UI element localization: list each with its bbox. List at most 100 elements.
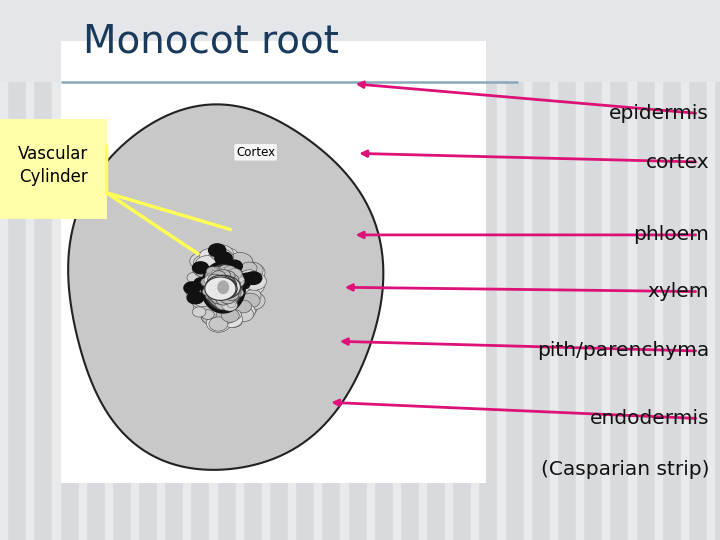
Bar [13,0,20,540]
Circle shape [207,274,222,285]
Bar [406,0,413,540]
Bar [432,0,439,540]
Circle shape [217,282,226,288]
Circle shape [201,278,212,287]
Circle shape [226,273,238,282]
Circle shape [225,273,238,284]
Bar [131,0,138,540]
Bar [341,0,348,540]
Polygon shape [68,104,383,470]
Text: phloem: phloem [634,225,709,245]
Circle shape [219,287,229,295]
Circle shape [204,253,226,269]
Circle shape [226,260,243,272]
Bar [0,0,7,540]
Circle shape [226,279,240,290]
Circle shape [227,279,238,287]
Bar [523,0,531,540]
Circle shape [224,276,240,288]
Circle shape [221,281,234,291]
Circle shape [215,248,238,265]
Circle shape [209,275,220,283]
Circle shape [212,293,226,304]
Circle shape [204,275,220,286]
Text: Monocot root: Monocot root [83,22,338,60]
Bar [288,0,295,540]
Circle shape [242,293,262,308]
Circle shape [218,286,226,292]
Circle shape [184,282,200,294]
Circle shape [217,273,225,279]
Circle shape [221,276,236,288]
Text: (Casparian strip): (Casparian strip) [541,460,709,480]
Text: Vascular
Cylinder: Vascular Cylinder [18,145,89,186]
Bar [157,0,164,540]
Circle shape [215,285,224,292]
Circle shape [187,286,212,305]
Circle shape [216,282,230,293]
Circle shape [221,289,235,299]
Circle shape [194,293,212,307]
Circle shape [228,268,239,276]
Circle shape [222,292,233,300]
Circle shape [197,300,212,311]
Bar [248,0,256,540]
Circle shape [240,271,261,287]
Circle shape [206,267,219,276]
Circle shape [215,283,230,294]
Circle shape [234,300,257,317]
Circle shape [219,305,243,323]
Circle shape [202,251,225,268]
Circle shape [215,281,229,291]
Circle shape [240,270,259,284]
Circle shape [207,285,215,291]
Circle shape [217,279,228,288]
Bar [104,0,112,540]
Circle shape [220,280,235,291]
Circle shape [220,283,228,289]
Circle shape [224,266,236,275]
Circle shape [206,294,213,300]
Bar [354,0,361,540]
Circle shape [211,267,222,275]
Circle shape [211,281,225,291]
Circle shape [220,281,228,287]
Circle shape [217,284,228,291]
Text: epidermis: epidermis [609,104,709,123]
Bar [680,0,688,540]
Circle shape [235,300,252,313]
Circle shape [243,278,264,294]
Circle shape [210,285,218,291]
Text: xylem: xylem [648,282,709,301]
Circle shape [217,286,228,295]
Bar [61,40,486,483]
Circle shape [204,277,236,300]
Circle shape [207,286,221,296]
Circle shape [207,275,234,296]
Circle shape [198,255,222,273]
Bar [392,0,400,540]
Circle shape [235,307,253,321]
Circle shape [222,300,231,306]
Circle shape [220,293,235,304]
Bar [563,0,570,540]
Bar [118,0,125,540]
Circle shape [208,249,233,268]
Bar [366,0,374,540]
Circle shape [216,268,230,279]
Circle shape [225,287,239,297]
Circle shape [225,289,239,300]
Circle shape [205,250,222,264]
Circle shape [240,292,265,310]
Circle shape [215,280,237,297]
Circle shape [192,296,206,307]
Circle shape [206,285,220,295]
Circle shape [218,293,227,300]
Circle shape [206,279,220,290]
Bar [589,0,596,540]
Circle shape [234,306,250,319]
Circle shape [192,307,206,317]
Circle shape [199,299,212,309]
Bar [314,0,321,540]
Circle shape [210,278,233,296]
